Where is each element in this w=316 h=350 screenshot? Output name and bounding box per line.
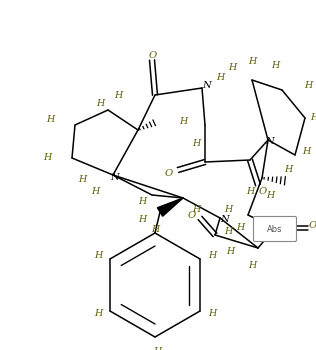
Text: H: H bbox=[246, 188, 254, 196]
Text: H: H bbox=[138, 216, 146, 224]
Text: H: H bbox=[226, 247, 234, 257]
Text: O: O bbox=[309, 222, 316, 231]
Text: H: H bbox=[248, 57, 256, 66]
Text: H: H bbox=[96, 98, 104, 107]
Text: N: N bbox=[203, 82, 211, 91]
Text: H: H bbox=[192, 205, 200, 215]
Polygon shape bbox=[157, 198, 183, 216]
Text: O: O bbox=[188, 210, 196, 219]
Text: O: O bbox=[259, 187, 267, 196]
Text: H: H bbox=[224, 205, 232, 215]
Text: H: H bbox=[179, 118, 187, 126]
Text: H: H bbox=[266, 190, 274, 199]
Text: N: N bbox=[221, 216, 229, 224]
Text: N: N bbox=[111, 173, 119, 182]
Text: H: H bbox=[208, 309, 216, 318]
Text: H: H bbox=[236, 224, 244, 232]
Text: O: O bbox=[149, 50, 157, 60]
Text: H: H bbox=[302, 147, 310, 156]
Text: H: H bbox=[224, 228, 232, 237]
Text: H: H bbox=[138, 197, 146, 206]
Text: H: H bbox=[94, 252, 102, 260]
Text: H: H bbox=[153, 346, 161, 350]
Text: Abs: Abs bbox=[267, 224, 283, 233]
Text: H: H bbox=[151, 225, 159, 234]
Text: H: H bbox=[114, 91, 122, 99]
Text: H: H bbox=[78, 175, 86, 184]
Text: O: O bbox=[165, 169, 173, 178]
Text: H: H bbox=[228, 63, 236, 72]
Text: H: H bbox=[208, 252, 216, 260]
Text: H: H bbox=[216, 74, 224, 83]
Text: H: H bbox=[304, 80, 312, 90]
Text: H: H bbox=[284, 166, 292, 175]
Text: H: H bbox=[94, 309, 102, 318]
Text: H: H bbox=[192, 139, 200, 147]
Text: H: H bbox=[91, 188, 99, 196]
FancyBboxPatch shape bbox=[253, 217, 296, 242]
Text: H: H bbox=[46, 116, 54, 125]
Text: H: H bbox=[310, 113, 316, 122]
Text: H: H bbox=[43, 153, 51, 161]
Text: N: N bbox=[266, 138, 274, 147]
Text: H: H bbox=[248, 260, 256, 270]
Text: H: H bbox=[271, 61, 279, 70]
